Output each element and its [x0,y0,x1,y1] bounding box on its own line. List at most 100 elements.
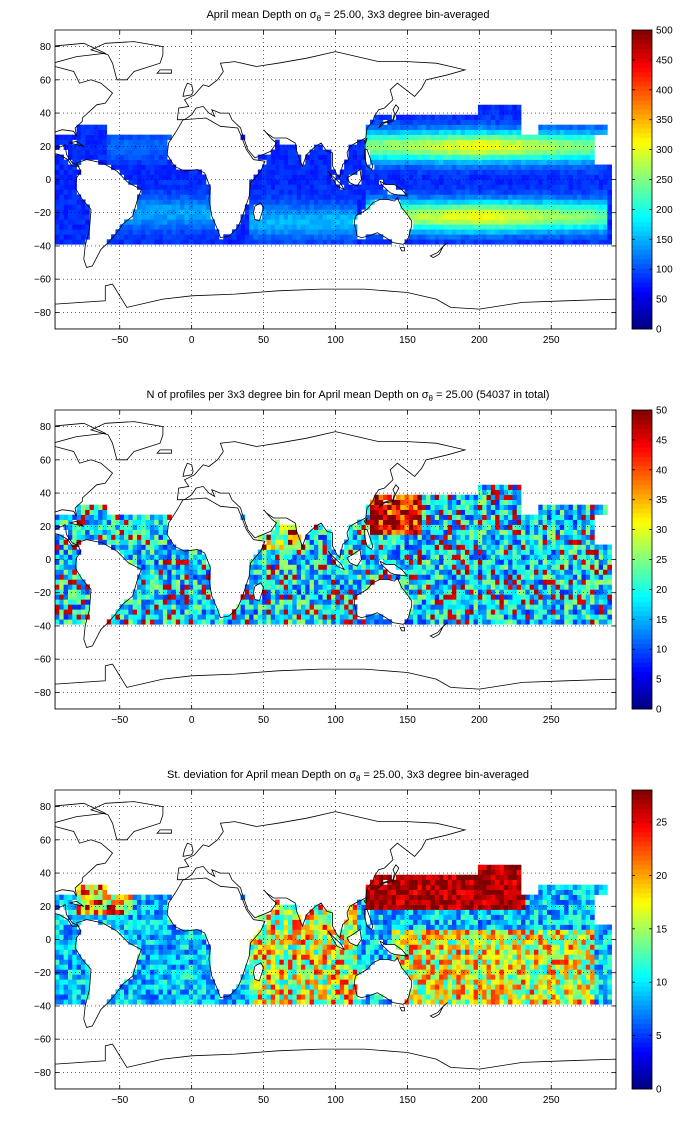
heatmap-cell [477,189,483,195]
heatmap-cell [408,119,414,125]
heatmap-cell [590,614,595,620]
heatmap-cell [482,234,487,240]
heatmap-cell [538,174,543,180]
heatmap-cell [136,164,142,170]
heatmap-cell [309,169,315,175]
heatmap-cell [521,614,526,620]
heatmap-cell [318,564,323,570]
heatmap-cell [296,194,302,200]
y-tick-label: 40 [40,109,52,120]
heatmap-cell [344,549,349,555]
heatmap-cell [447,229,453,235]
heatmap-cell [231,234,237,240]
heatmap-cell [292,549,297,555]
heatmap-cell [361,519,367,525]
heatmap-cell [456,494,461,500]
heatmap-cell [456,599,461,605]
heatmap-cell [72,554,77,560]
heatmap-cell [516,179,522,185]
heatmap-cell [76,144,82,150]
heatmap-cell [430,224,436,230]
heatmap-cell [603,509,608,515]
heatmap-cell [67,579,73,585]
heatmap-cell [145,184,151,190]
heatmap-cell [516,519,522,525]
heatmap-cell [55,954,60,960]
heatmap-cell [508,234,513,240]
heatmap-cell [391,499,397,505]
heatmap-cell [180,224,185,230]
heatmap-cell [534,599,539,605]
heatmap-cell [503,239,509,245]
heatmap-cell [106,154,112,160]
heatmap-cell [460,179,466,185]
heatmap-cell [257,619,263,625]
heatmap-cell [85,139,90,145]
heatmap-cell [63,554,69,560]
heatmap-cell [590,129,595,135]
heatmap-cell [326,609,332,615]
heatmap-cell [594,179,600,185]
heatmap-cell [568,589,574,595]
heatmap-cell [516,209,522,215]
heatmap-cell [469,134,474,140]
heatmap-cell [564,194,569,200]
heatmap-cell [132,599,138,605]
heatmap-cell [197,569,203,575]
heatmap-cell [167,569,172,575]
heatmap-cell [469,579,474,585]
heatmap-cell [577,589,582,595]
heatmap-cell [145,139,151,145]
heatmap-cell [67,139,73,145]
heatmap-cell [167,219,172,225]
heatmap-cell [482,539,487,545]
heatmap-cell [512,484,518,491]
heatmap-cell [175,614,181,620]
heatmap-cell [499,524,505,530]
heatmap-cell [473,544,479,550]
colorbar-tick-label: 400 [656,85,673,96]
heatmap-cell [477,584,483,590]
heatmap-cell [503,219,509,225]
heatmap-cell [421,559,427,565]
heatmap-cell [512,584,518,590]
heatmap-cell [572,204,578,210]
heatmap-cell [80,604,86,610]
heatmap-cell [464,579,470,585]
heatmap-cell [456,499,461,505]
heatmap-cell [417,134,423,140]
heatmap-cell [132,544,138,550]
heatmap-cell [421,539,427,545]
heatmap-cell [300,179,306,185]
heatmap-cell [521,564,526,570]
heatmap-cell [482,564,487,570]
heatmap-cell [175,229,181,235]
heatmap-cell [149,544,155,550]
heatmap-cell [581,619,587,625]
heatmap-cell [158,184,164,190]
heatmap-cell [361,169,367,175]
heatmap-cell [288,604,293,610]
heatmap-cell [188,589,194,595]
heatmap-cell [102,504,108,510]
heatmap-cell [374,499,379,505]
heatmap-cell [85,604,90,610]
heatmap-cell [473,534,479,540]
heatmap-cell [443,179,448,185]
heatmap-cell [266,234,272,240]
heatmap-cell [499,584,505,590]
heatmap-cell [201,199,207,205]
heatmap-cell [348,184,354,190]
heatmap-cell [529,584,535,590]
heatmap-cell [288,549,293,555]
heatmap-cell [374,559,379,565]
heatmap-cell [395,144,401,150]
heatmap-cell [98,129,103,135]
heatmap-cell [499,549,505,555]
heatmap-cell [439,169,444,175]
heatmap-cell [581,214,587,220]
heatmap-cell [447,569,453,575]
heatmap-cell [387,144,392,150]
heatmap-cell [534,519,539,525]
heatmap-cell [136,234,142,240]
